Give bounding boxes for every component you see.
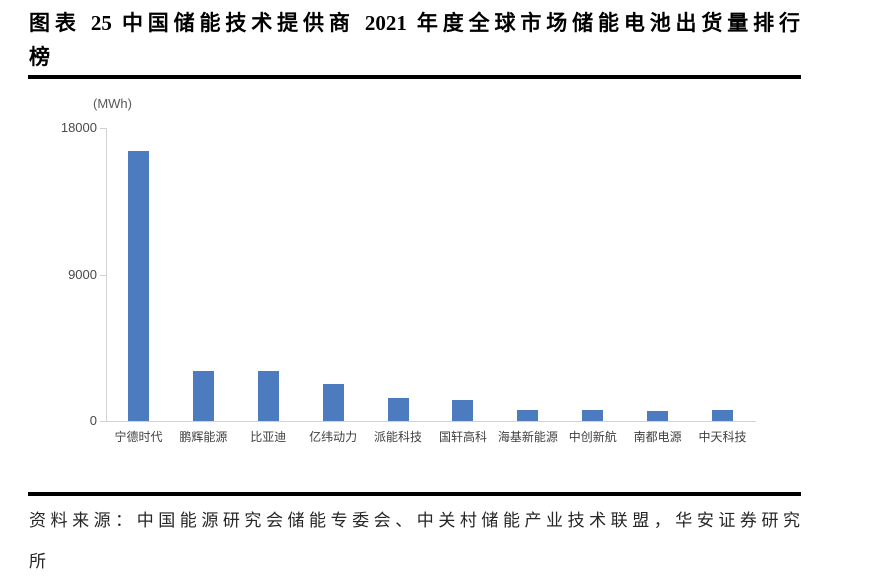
y-tick-mark <box>100 421 106 422</box>
category-label: 南都电源 <box>633 430 682 444</box>
source-note: 资料来源：中国能源研究会储能专委会、中关村储能产业技术联盟，华安证券研究 所 <box>29 500 800 582</box>
chart: (MWh) 0 9000 18000 宁德时代 鹏辉能源 比亚迪 亿纬动力 派能科技 国轩高科海… <box>0 90 883 470</box>
bar <box>712 410 734 421</box>
source-note-line2: 所 <box>29 552 46 571</box>
y-tick-label: 9000 <box>68 266 97 282</box>
bar <box>322 384 344 421</box>
category-label: 派能科技 <box>374 430 423 444</box>
bar <box>647 410 669 421</box>
bar <box>257 371 279 421</box>
top-divider-rule <box>28 75 801 79</box>
y-tick-label: 18000 <box>60 120 97 135</box>
category-label: 国轩高科 <box>438 430 487 444</box>
y-tick-mark <box>100 128 106 129</box>
figure-title-line1: 图表 25 中国储能技术提供商 2021 年度全球市场储能电池出货量排行 <box>29 11 800 35</box>
y-axis-unit-label: (MWh) <box>93 96 132 111</box>
y-tick-mark <box>100 274 106 276</box>
category-label: 宁德时代 <box>114 430 163 444</box>
bar <box>192 370 214 421</box>
figure-title-line2: 榜 <box>29 45 50 69</box>
category-label: 海基新能源 <box>497 430 558 444</box>
category-label: 鹏辉能源 <box>179 430 228 444</box>
bar <box>127 150 149 421</box>
figure-title: 图表 25 中国储能技术提供商 2021 年度全球市场储能电池出货量排行 榜 <box>29 6 800 74</box>
plot-area <box>106 128 756 422</box>
bar <box>387 398 409 421</box>
bottom-divider-rule <box>28 492 801 496</box>
category-label: 中创新航 <box>568 430 617 444</box>
bar <box>452 400 474 421</box>
y-tick-label: 0 <box>89 413 97 428</box>
bar <box>517 409 539 421</box>
category-label: 中天科技 <box>698 430 747 444</box>
category-label: 亿纬动力 <box>309 430 358 444</box>
category-label: 比亚迪 <box>250 430 287 444</box>
source-note-line1: 资料来源：中国能源研究会储能专委会、中关村储能产业技术联盟，华安证券研究 <box>29 511 800 530</box>
bar <box>582 410 604 421</box>
